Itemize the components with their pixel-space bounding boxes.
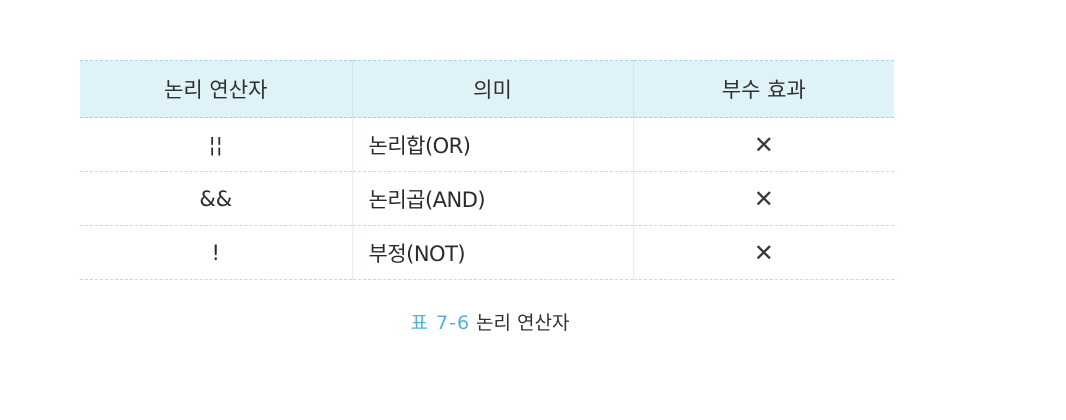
operator-cell: ! xyxy=(80,225,352,280)
meaning-cell: 부정(NOT) xyxy=(351,225,633,280)
logical-operators-table: 논리 연산자 의미 부수 효과 ¦¦ 논리합(OR) ✕ && 논리곱(AND)… xyxy=(80,60,894,280)
header-meaning: 의미 xyxy=(351,60,633,118)
table-caption: 표 7-6 논리 연산자 xyxy=(0,308,980,335)
side-effect-cell: ✕ xyxy=(632,225,894,280)
side-effect-cell: ✕ xyxy=(632,117,894,172)
header-operator: 논리 연산자 xyxy=(80,60,352,118)
side-effect-cell: ✕ xyxy=(632,171,894,226)
table-row: ¦¦ 논리합(OR) ✕ xyxy=(80,117,894,172)
operator-cell: && xyxy=(80,171,352,226)
logical-operators-table-container: 논리 연산자 의미 부수 효과 ¦¦ 논리합(OR) ✕ && 논리곱(AND)… xyxy=(80,60,894,280)
operator-cell: ¦¦ xyxy=(80,117,352,172)
table-row: ! 부정(NOT) ✕ xyxy=(80,225,894,280)
table-header-row: 논리 연산자 의미 부수 효과 xyxy=(80,60,894,118)
caption-text: 논리 연산자 xyxy=(476,312,570,334)
table-row: && 논리곱(AND) ✕ xyxy=(80,171,894,226)
meaning-cell: 논리합(OR) xyxy=(351,117,633,172)
meaning-cell: 논리곱(AND) xyxy=(351,171,633,226)
header-side-effect: 부수 효과 xyxy=(632,60,894,118)
caption-number: 표 7-6 xyxy=(410,312,471,334)
